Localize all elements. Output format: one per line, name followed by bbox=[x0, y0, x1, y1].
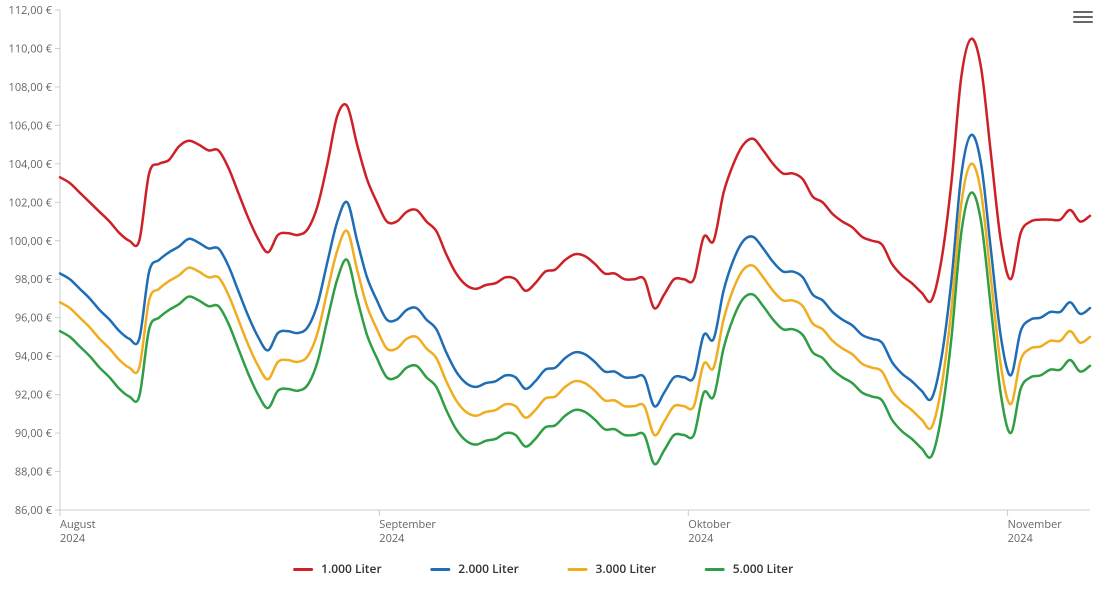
svg-text:100,00 €: 100,00 € bbox=[9, 234, 53, 249]
svg-text:92,00 €: 92,00 € bbox=[15, 388, 53, 403]
series-line-1 bbox=[60, 135, 1090, 407]
svg-text:86,00 €: 86,00 € bbox=[15, 503, 53, 518]
svg-text:90,00 €: 90,00 € bbox=[15, 426, 53, 441]
series-line-2 bbox=[60, 164, 1090, 436]
svg-text:106,00 €: 106,00 € bbox=[9, 118, 53, 133]
svg-text:94,00 €: 94,00 € bbox=[15, 349, 53, 364]
svg-text:2024: 2024 bbox=[1008, 531, 1034, 546]
svg-text:110,00 €: 110,00 € bbox=[9, 41, 53, 56]
series-line-3 bbox=[60, 192, 1090, 464]
svg-text:98,00 €: 98,00 € bbox=[15, 272, 53, 287]
chart-menu-button[interactable] bbox=[1073, 8, 1093, 26]
price-chart: 86,00 € 88,00 € 90,00 € 92,00 € 94,00 € 96,00… bbox=[0, 0, 1105, 602]
svg-text:1.000 Liter: 1.000 Liter bbox=[321, 560, 382, 577]
legend: 1.000 Liter 2.000 Liter 3.000 Liter 5.000 L… bbox=[293, 560, 793, 577]
svg-text:102,00 €: 102,00 € bbox=[9, 195, 53, 210]
svg-text:112,00 €: 112,00 € bbox=[9, 3, 53, 18]
svg-text:2024: 2024 bbox=[60, 531, 86, 546]
legend-item-1[interactable]: 2.000 Liter bbox=[430, 560, 519, 577]
legend-item-2[interactable]: 3.000 Liter bbox=[568, 560, 657, 577]
svg-text:August: August bbox=[60, 517, 96, 532]
svg-text:November: November bbox=[1008, 517, 1063, 532]
svg-text:Oktober: Oktober bbox=[688, 517, 731, 532]
svg-text:2.000 Liter: 2.000 Liter bbox=[458, 560, 519, 577]
svg-text:96,00 €: 96,00 € bbox=[15, 311, 53, 326]
svg-text:108,00 €: 108,00 € bbox=[9, 80, 53, 95]
series-line-0 bbox=[60, 39, 1090, 309]
svg-text:3.000 Liter: 3.000 Liter bbox=[596, 560, 657, 577]
svg-text:2024: 2024 bbox=[688, 531, 714, 546]
svg-text:2024: 2024 bbox=[379, 531, 405, 546]
svg-text:104,00 €: 104,00 € bbox=[9, 157, 53, 172]
svg-text:September: September bbox=[379, 517, 436, 532]
legend-item-3[interactable]: 5.000 Liter bbox=[705, 560, 794, 577]
svg-text:88,00 €: 88,00 € bbox=[15, 465, 53, 480]
chart-svg: 86,00 € 88,00 € 90,00 € 92,00 € 94,00 € 96,00… bbox=[0, 0, 1105, 602]
legend-item-0[interactable]: 1.000 Liter bbox=[293, 560, 382, 577]
svg-text:5.000 Liter: 5.000 Liter bbox=[733, 560, 794, 577]
